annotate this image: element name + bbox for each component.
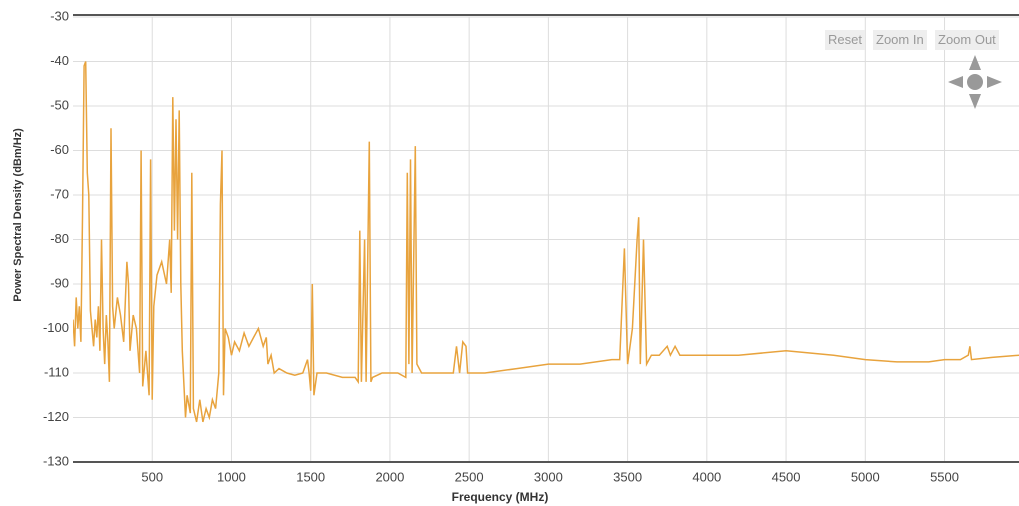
y-tick-label: -60	[50, 142, 69, 157]
y-tick-label: -30	[50, 8, 69, 23]
reset-button[interactable]: Reset	[825, 30, 865, 50]
x-tick-label: 4500	[772, 469, 801, 484]
zoom-in-button[interactable]: Zoom In	[873, 30, 927, 50]
y-tick-label: -50	[50, 97, 69, 112]
spectrum-line	[73, 61, 1019, 423]
y-tick-label: -110	[44, 364, 69, 379]
y-tick-label: -130	[43, 453, 69, 468]
x-tick-label: 5500	[930, 469, 959, 484]
x-axis-label: Frequency (MHz)	[452, 490, 549, 504]
y-tick-label: -70	[50, 186, 69, 201]
x-tick-label: 1500	[296, 469, 325, 484]
x-tick-label: 2500	[455, 469, 484, 484]
pan-control[interactable]	[948, 55, 1002, 109]
y-tick-label: -120	[43, 409, 69, 424]
x-tick-label: 5000	[851, 469, 880, 484]
x-tick-label: 3500	[613, 469, 642, 484]
y-tick-label: -90	[50, 275, 69, 290]
x-tick-label: 2000	[375, 469, 404, 484]
zoom-out-button[interactable]: Zoom Out	[935, 30, 999, 50]
y-tick-label: -40	[50, 53, 69, 68]
y-axis-label: Power Spectral Density (dBm/Hz)	[12, 128, 24, 302]
y-tick-label: -100	[43, 320, 69, 335]
x-tick-label: 4000	[692, 469, 721, 484]
x-tick-label: 500	[141, 469, 163, 484]
x-tick-label: 3000	[534, 469, 563, 484]
x-tick-label: 1000	[217, 469, 246, 484]
plot-area: -130 -120 -110 -100 -90 -80 -70 -60 -50 -40 -30 500…	[43, 8, 1019, 484]
y-tick-label: -80	[50, 231, 69, 246]
